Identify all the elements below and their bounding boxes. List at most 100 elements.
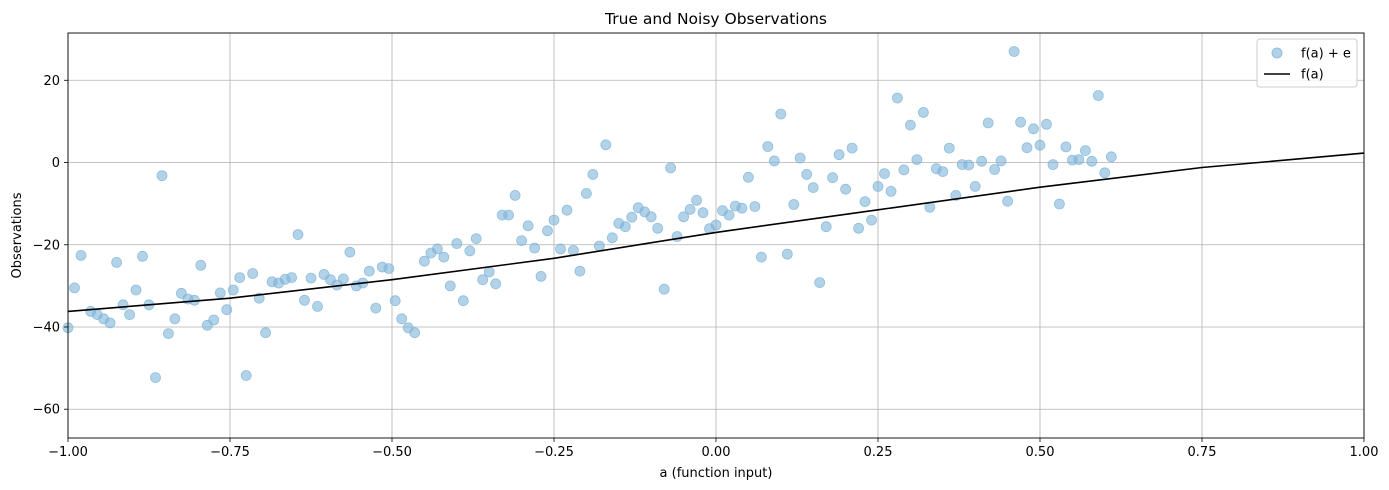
scatter-point-43 xyxy=(344,246,356,258)
scatter-point-134 xyxy=(937,166,949,178)
legend: f(a) + e f(a) xyxy=(1256,38,1358,88)
scatter-point-95 xyxy=(684,203,696,215)
scatter-point-152 xyxy=(1054,198,1065,210)
scatter-point-138 xyxy=(963,159,975,171)
scatter-point-34 xyxy=(286,272,298,284)
x-tick-label-2: −0.50 xyxy=(372,445,412,460)
scatter-point-120 xyxy=(846,142,858,154)
scatter-point-135 xyxy=(943,142,955,154)
scatter-point-57 xyxy=(438,251,450,263)
scatter-point-53 xyxy=(409,327,421,339)
scatter-point-89 xyxy=(645,211,657,223)
scatter-point-110 xyxy=(781,248,793,260)
y-tick-label-0: −60 xyxy=(33,403,60,418)
scatter-point-11 xyxy=(137,250,148,262)
scatter-point-70 xyxy=(522,220,534,232)
scatter-point-105 xyxy=(749,201,761,212)
scatter-point-46 xyxy=(363,265,375,277)
scatter-point-149 xyxy=(1034,139,1046,151)
scatter-point-68 xyxy=(509,189,521,201)
scatter-point-26 xyxy=(234,272,246,284)
scatter-point-116 xyxy=(820,221,832,233)
scatter-point-37 xyxy=(305,272,317,284)
scatter-point-114 xyxy=(807,182,819,194)
scatter-point-38 xyxy=(312,300,323,312)
scatter-point-112 xyxy=(794,152,806,164)
scatter-point-82 xyxy=(600,139,612,151)
scatter-point-73 xyxy=(542,225,553,237)
scatter-point-145 xyxy=(1008,46,1020,57)
scatter-point-159 xyxy=(1099,167,1111,179)
scatter-point-160 xyxy=(1105,151,1117,163)
scatter-point-146 xyxy=(1015,116,1026,128)
scatter-point-35 xyxy=(292,229,304,240)
scatter-point-50 xyxy=(389,295,401,307)
scatter-point-122 xyxy=(859,196,871,208)
scatter-point-10 xyxy=(130,284,142,296)
scatter-point-97 xyxy=(697,207,709,219)
scatter-point-51 xyxy=(396,313,408,325)
scatter-point-127 xyxy=(892,92,903,104)
scatter-point-109 xyxy=(775,108,787,120)
scatter-point-129 xyxy=(905,119,916,131)
scatter-point-157 xyxy=(1086,155,1098,167)
scatter-point-75 xyxy=(555,243,566,255)
y-tick-label-2: −20 xyxy=(33,238,60,253)
scatter-point-90 xyxy=(652,222,664,234)
scatter-point-103 xyxy=(736,202,748,214)
scatter-point-153 xyxy=(1060,141,1072,153)
scatter-point-141 xyxy=(982,117,994,129)
scatter-point-24 xyxy=(221,304,233,316)
scatter-point-42 xyxy=(337,273,349,285)
scatter-point-2 xyxy=(75,249,87,261)
scatter-point-104 xyxy=(743,171,754,183)
scatter-point-148 xyxy=(1028,123,1039,135)
scatter-point-119 xyxy=(840,183,851,195)
scatter-point-56 xyxy=(431,243,443,255)
legend-label-line: f(a) xyxy=(1301,68,1324,83)
x-axis-ticks: −1.00 −0.75 −0.50 −0.25 0.00 0.25 0.50 0.75 1.00 xyxy=(48,438,1378,460)
scatter-point-62 xyxy=(470,233,482,245)
legend-marker-scatter xyxy=(1271,47,1283,59)
scatter-point-59 xyxy=(451,238,463,249)
scatter-point-58 xyxy=(444,280,456,292)
scatter-point-67 xyxy=(503,209,515,221)
scatter-point-124 xyxy=(872,180,884,192)
scatter-point-25 xyxy=(227,284,239,296)
scatter-point-130 xyxy=(911,154,923,166)
x-tick-label-5: 0.25 xyxy=(864,445,893,460)
scatter-point-107 xyxy=(762,141,774,152)
scatter-point-14 xyxy=(156,170,168,182)
scatter-point-6 xyxy=(104,317,116,329)
scatter-point-13 xyxy=(150,372,161,384)
scatter-point-15 xyxy=(162,328,174,340)
scatter-point-30 xyxy=(260,327,272,339)
scatter-point-27 xyxy=(240,370,252,381)
scatter-point-108 xyxy=(768,155,780,167)
scatter-point-7 xyxy=(111,256,122,268)
scatter-point-79 xyxy=(581,187,592,199)
scatter-point-36 xyxy=(299,294,310,306)
scatter-point-83 xyxy=(606,232,618,244)
y-axis-label: Observations xyxy=(10,192,25,278)
scatter-point-85 xyxy=(619,221,631,233)
x-tick-label-6: 0.50 xyxy=(1026,445,1055,460)
scatter-point-72 xyxy=(535,270,547,282)
grid-lines xyxy=(67,33,1365,438)
scatter-point-16 xyxy=(169,313,181,325)
scatter-series xyxy=(62,46,1117,384)
scatter-point-118 xyxy=(833,149,845,161)
scatter-point-99 xyxy=(710,219,722,231)
scatter-point-123 xyxy=(866,214,877,226)
scatter-point-22 xyxy=(208,314,220,326)
line-series-path xyxy=(67,152,1365,313)
scatter-point-150 xyxy=(1041,118,1052,130)
scatter-point-93 xyxy=(671,231,683,242)
scatter-point-1 xyxy=(69,282,80,294)
x-tick-label-3: −0.25 xyxy=(534,445,574,460)
chart-title: True and Noisy Observations xyxy=(604,10,827,28)
scatter-point-115 xyxy=(814,277,826,289)
scatter-point-81 xyxy=(594,240,605,252)
x-axis-label: a (function input) xyxy=(660,466,773,481)
scatter-point-125 xyxy=(879,168,890,180)
